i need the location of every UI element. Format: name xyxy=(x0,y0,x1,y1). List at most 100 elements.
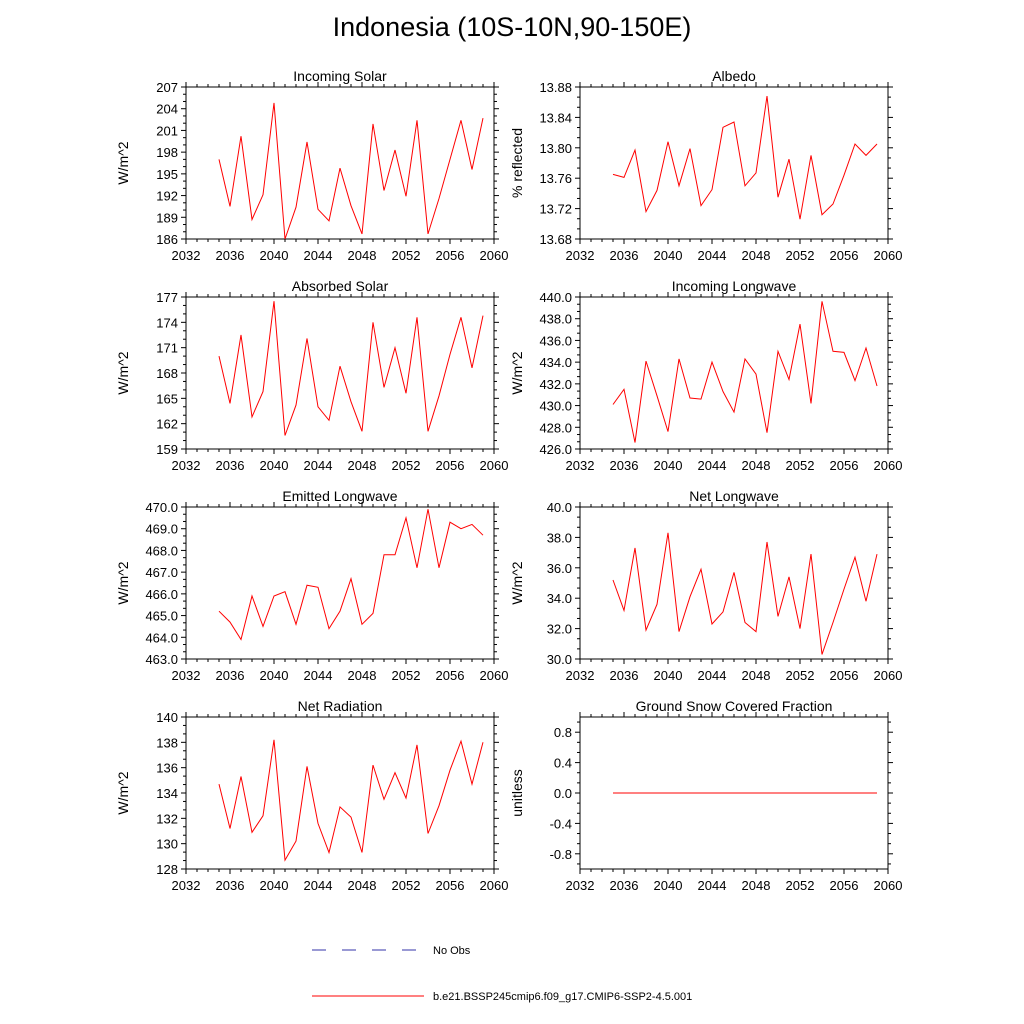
x-tick-label: 2036 xyxy=(610,878,639,893)
x-tick-label: 2048 xyxy=(742,458,771,473)
y-tick-label: 30.0 xyxy=(547,652,572,667)
x-tick-label: 2052 xyxy=(786,668,815,683)
x-tick-label: 2036 xyxy=(216,878,245,893)
x-tick-label: 2036 xyxy=(610,248,639,263)
y-tick-label: 465.0 xyxy=(145,609,178,624)
x-tick-label: 2044 xyxy=(698,248,727,263)
y-tick-label: 189 xyxy=(156,210,178,225)
x-tick-label: 2056 xyxy=(830,458,859,473)
y-tick-label: 426.0 xyxy=(539,442,572,457)
x-tick-label: 2032 xyxy=(566,458,595,473)
x-tick-label: 2040 xyxy=(260,668,289,683)
x-tick-label: 2048 xyxy=(348,248,377,263)
y-tick-label: 13.68 xyxy=(539,232,572,247)
x-tick-label: 2044 xyxy=(698,458,727,473)
y-tick-label: 165 xyxy=(156,391,178,406)
x-tick-label: 2032 xyxy=(172,668,201,683)
y-tick-label: 432.0 xyxy=(539,377,572,392)
series-line-1 xyxy=(218,509,484,641)
x-tick-label: 2048 xyxy=(348,458,377,473)
y-tick-label: 467.0 xyxy=(145,565,178,580)
panel-title: Net Radiation xyxy=(298,698,383,714)
y-tick-label: 438.0 xyxy=(539,312,572,327)
series-line-1 xyxy=(612,301,878,443)
panel-7: Net Radiation W/m^2 2032 2036 2040 2044 2048 20… xyxy=(115,698,508,893)
x-tick-label: 2056 xyxy=(436,668,465,683)
panel-6: Net Longwave W/m^2 2032 2036 2040 2044 2048 205… xyxy=(509,488,902,683)
y-tick-label: 13.72 xyxy=(539,202,572,217)
x-tick-label: 2060 xyxy=(480,668,509,683)
x-tick-label: 2052 xyxy=(392,458,421,473)
y-tick-label: 13.84 xyxy=(539,110,572,125)
x-tick-label: 2048 xyxy=(742,668,771,683)
y-tick-label: 13.76 xyxy=(539,171,572,186)
panel-title: Albedo xyxy=(712,68,756,84)
plot-frame xyxy=(579,506,889,660)
x-tick-label: 2032 xyxy=(172,878,201,893)
y-tick-label: 192 xyxy=(156,189,178,204)
panel-8: Ground Snow Covered Fraction unitless 2032… xyxy=(509,698,902,893)
y-tick-label: 463.0 xyxy=(145,652,178,667)
panel-title: Incoming Solar xyxy=(293,68,387,84)
plot-frame xyxy=(185,86,495,240)
x-tick-label: 2032 xyxy=(566,878,595,893)
y-tick-label: 207 xyxy=(156,80,178,95)
x-tick-label: 2056 xyxy=(830,248,859,263)
y-tick-label: 201 xyxy=(156,123,178,138)
x-tick-label: 2044 xyxy=(304,668,333,683)
plot-frame xyxy=(185,716,495,870)
x-tick-label: 2032 xyxy=(172,458,201,473)
plot-frame xyxy=(185,296,495,450)
x-tick-label: 2040 xyxy=(654,248,683,263)
y-tick-label: 464.0 xyxy=(145,630,178,645)
y-axis-label: W/m^2 xyxy=(115,561,131,604)
x-tick-label: 2036 xyxy=(610,668,639,683)
y-tick-label: 162 xyxy=(156,417,178,432)
y-tick-label: 140 xyxy=(156,710,178,725)
x-tick-label: 2056 xyxy=(436,248,465,263)
panel-title: Emitted Longwave xyxy=(282,488,397,504)
y-tick-label: 0.4 xyxy=(554,756,572,771)
figure-title: Indonesia (10S-10N,90-150E) xyxy=(332,12,692,42)
x-tick-label: 2036 xyxy=(610,458,639,473)
y-tick-label: 130 xyxy=(156,837,178,852)
y-axis-label: % reflected xyxy=(509,128,525,198)
y-tick-label: 132 xyxy=(156,811,178,826)
y-axis-label: unitless xyxy=(509,769,525,816)
x-tick-label: 2044 xyxy=(698,668,727,683)
x-tick-label: 2040 xyxy=(260,878,289,893)
series-line-1 xyxy=(218,301,484,436)
x-tick-label: 2056 xyxy=(830,668,859,683)
series-line-1 xyxy=(218,102,484,240)
x-tick-label: 2040 xyxy=(654,668,683,683)
y-axis-label: W/m^2 xyxy=(509,351,525,394)
y-tick-label: 13.88 xyxy=(539,80,572,95)
y-tick-label: 428.0 xyxy=(539,420,572,435)
y-tick-label: 171 xyxy=(156,341,178,356)
x-tick-label: 2040 xyxy=(260,248,289,263)
y-tick-label: 13.80 xyxy=(539,141,572,156)
x-tick-label: 2056 xyxy=(436,458,465,473)
x-tick-label: 2048 xyxy=(348,668,377,683)
panel-3: Absorbed Solar W/m^2 2032 2036 2040 2044 2048 2… xyxy=(115,278,508,473)
panel-4: Incoming Longwave W/m^2 2032 2036 2040 2044 20… xyxy=(509,278,902,473)
x-tick-label: 2060 xyxy=(480,458,509,473)
legend-obs-label: No Obs xyxy=(433,945,471,957)
y-tick-label: 138 xyxy=(156,735,178,750)
y-tick-label: 430.0 xyxy=(539,399,572,414)
x-tick-label: 2060 xyxy=(874,248,903,263)
y-tick-label: 470.0 xyxy=(145,500,178,515)
x-tick-label: 2040 xyxy=(260,458,289,473)
y-tick-label: 168 xyxy=(156,366,178,381)
y-tick-label: 177 xyxy=(156,290,178,305)
y-tick-label: 134 xyxy=(156,786,178,801)
x-tick-label: 2060 xyxy=(874,668,903,683)
panel-5: Emitted Longwave W/m^2 2032 2036 2040 2044 204… xyxy=(115,488,508,683)
y-tick-label: 468.0 xyxy=(145,543,178,558)
x-tick-label: 2052 xyxy=(786,878,815,893)
y-axis-label: W/m^2 xyxy=(115,141,131,184)
y-tick-label: 128 xyxy=(156,862,178,877)
y-tick-label: 466.0 xyxy=(145,587,178,602)
y-tick-label: -0.4 xyxy=(550,816,572,831)
